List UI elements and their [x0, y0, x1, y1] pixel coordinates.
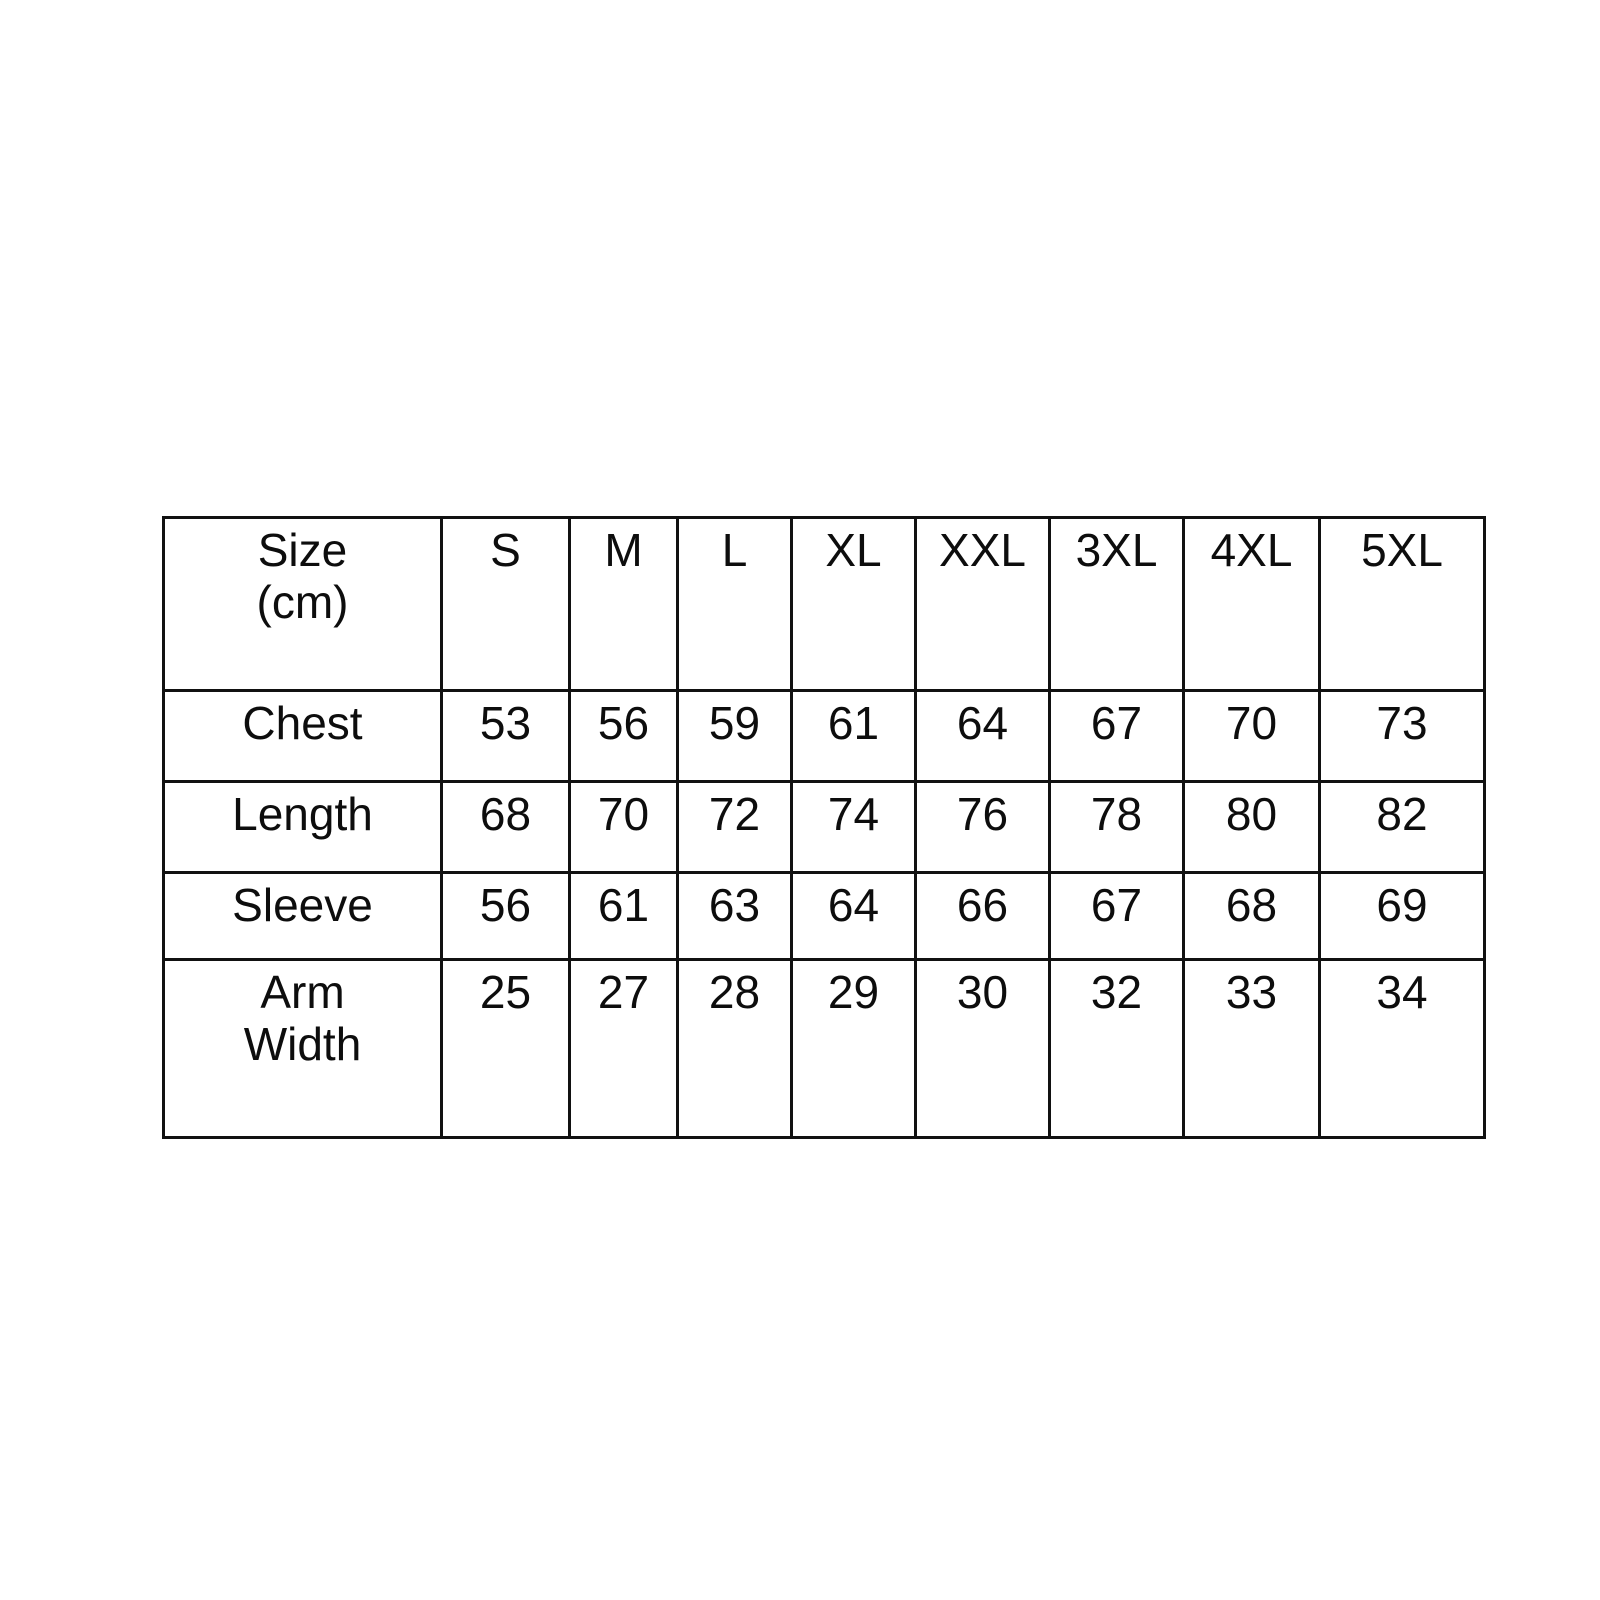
length-l: 72 [676, 780, 793, 874]
arm-width-xl: 29 [790, 958, 917, 1139]
table-row-arm-width: Arm Width 25 27 28 29 30 32 33 34 [162, 958, 1486, 1139]
sleeve-4xl: 68 [1182, 871, 1321, 961]
sleeve-3xl: 67 [1048, 871, 1185, 961]
sleeve-l: 63 [676, 871, 793, 961]
header-size-l: L [676, 516, 793, 692]
arm-width-3xl: 32 [1048, 958, 1185, 1139]
row-label-length: Length [162, 780, 443, 874]
arm-width-s: 25 [440, 958, 571, 1139]
length-m: 70 [568, 780, 679, 874]
chest-3xl: 67 [1048, 689, 1185, 783]
sleeve-xl: 64 [790, 871, 917, 961]
header-size-m: M [568, 516, 679, 692]
chest-m: 56 [568, 689, 679, 783]
arm-width-m: 27 [568, 958, 679, 1139]
header-size-5xl: 5XL [1318, 516, 1486, 692]
row-label-chest: Chest [162, 689, 443, 783]
size-chart-table: Size (cm) S M L XL XXL 3XL 4XL 5XL Chest… [162, 516, 1486, 1139]
chest-xl: 61 [790, 689, 917, 783]
header-size-xxl: XXL [914, 516, 1051, 692]
sleeve-xxl: 66 [914, 871, 1051, 961]
chest-s: 53 [440, 689, 571, 783]
chest-5xl: 73 [1318, 689, 1486, 783]
arm-width-4xl: 33 [1182, 958, 1321, 1139]
arm-width-xxl: 30 [914, 958, 1051, 1139]
length-5xl: 82 [1318, 780, 1486, 874]
sleeve-5xl: 69 [1318, 871, 1486, 961]
arm-width-5xl: 34 [1318, 958, 1486, 1139]
chest-4xl: 70 [1182, 689, 1321, 783]
table-row-sleeve: Sleeve 56 61 63 64 66 67 68 69 [162, 871, 1486, 961]
table-header-row: Size (cm) S M L XL XXL 3XL 4XL 5XL [162, 516, 1486, 692]
table-row-length: Length 68 70 72 74 76 78 80 82 [162, 780, 1486, 874]
length-s: 68 [440, 780, 571, 874]
header-size-s: S [440, 516, 571, 692]
length-3xl: 78 [1048, 780, 1185, 874]
length-xxl: 76 [914, 780, 1051, 874]
header-size-label: Size (cm) [162, 516, 443, 692]
header-size-xl: XL [790, 516, 917, 692]
arm-width-l: 28 [676, 958, 793, 1139]
size-chart-container: Size (cm) S M L XL XXL 3XL 4XL 5XL Chest… [162, 516, 1486, 1139]
sleeve-s: 56 [440, 871, 571, 961]
header-size-3xl: 3XL [1048, 516, 1185, 692]
length-xl: 74 [790, 780, 917, 874]
row-label-arm-width: Arm Width [162, 958, 443, 1139]
chest-xxl: 64 [914, 689, 1051, 783]
sleeve-m: 61 [568, 871, 679, 961]
header-size-4xl: 4XL [1182, 516, 1321, 692]
chest-l: 59 [676, 689, 793, 783]
row-label-sleeve: Sleeve [162, 871, 443, 961]
length-4xl: 80 [1182, 780, 1321, 874]
table-row-chest: Chest 53 56 59 61 64 67 70 73 [162, 689, 1486, 783]
